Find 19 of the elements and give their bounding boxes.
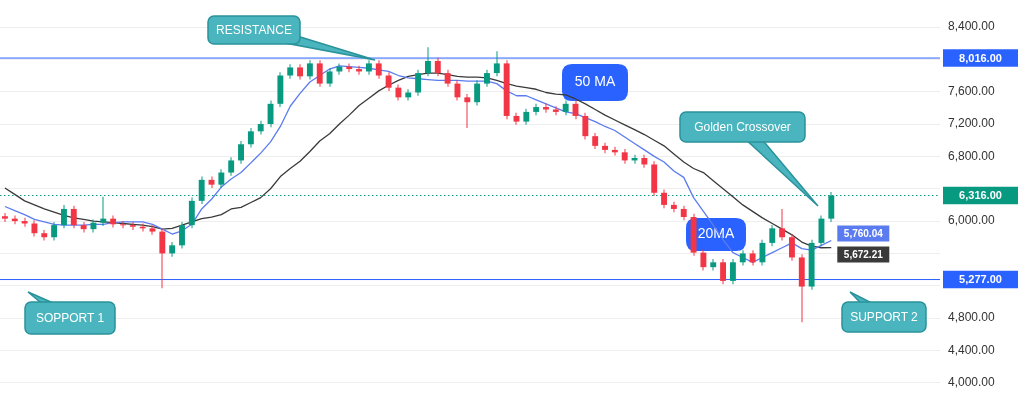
- annotation: Golden Crossover: [693, 120, 792, 134]
- ref-line-label: 6,316.00: [959, 189, 1002, 202]
- series-label: 20MA: [697, 225, 735, 242]
- ref-line-label: 8,016.00: [959, 51, 1002, 64]
- data-label: 5,760.04: [843, 227, 884, 239]
- y-tick-label: 4,400.00: [948, 342, 996, 357]
- y-tick-label: 7,200.00: [948, 116, 996, 131]
- series-label: 50 MA: [574, 73, 616, 90]
- annotation: RESISTANCE: [215, 23, 293, 37]
- annotation: SOPPORT 1: [34, 311, 106, 325]
- data-label: 5,672.21: [843, 248, 884, 260]
- y-tick-label: 6,800.00: [948, 148, 996, 163]
- y-tick-label: 6,000.00: [948, 213, 996, 228]
- y-tick-label: 7,600.00: [948, 84, 996, 98]
- ref-line-label: 5,277.00: [959, 273, 1002, 286]
- y-tick-label: 4,000.00: [948, 375, 996, 390]
- y-tick-label: 8,400.00: [948, 19, 996, 34]
- y-tick-label: 4,800.00: [948, 310, 996, 325]
- text: SUPPORT 2: [849, 310, 919, 324]
